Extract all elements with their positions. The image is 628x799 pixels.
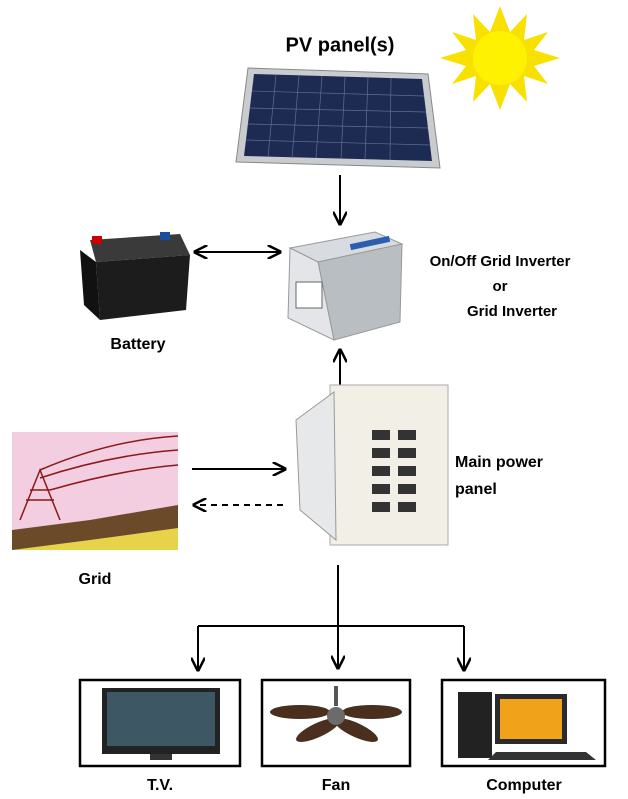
computer-label: Computer <box>486 777 562 794</box>
battery <box>80 232 190 320</box>
pv-label: PV panel(s) <box>286 34 395 56</box>
battery-label: Battery <box>110 336 165 353</box>
diagram: PV panel(s) Battery On/Off Grid Inverter… <box>0 0 628 799</box>
panel-label: panel <box>455 481 497 498</box>
main-panel <box>296 385 448 545</box>
inverter <box>288 232 402 340</box>
inverter-label: On/Off Grid Inverter <box>430 253 571 270</box>
inverter-label: Grid Inverter <box>467 303 557 320</box>
inverter-label: or <box>493 278 508 295</box>
grid-label: Grid <box>79 571 112 588</box>
tv-label: T.V. <box>147 777 173 794</box>
tv <box>102 688 220 760</box>
fan-label: Fan <box>322 777 350 794</box>
pv-panel <box>236 68 440 168</box>
connectors <box>198 565 464 670</box>
grid-image <box>12 432 178 550</box>
sun <box>440 6 560 110</box>
panel-label: Main power <box>455 454 543 471</box>
